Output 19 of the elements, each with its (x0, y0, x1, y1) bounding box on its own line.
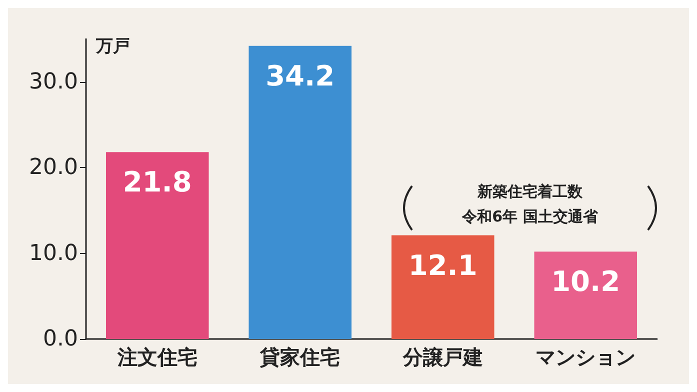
x-tick-label: マンション (536, 345, 636, 369)
x-tick-label: 分譲戸建 (402, 345, 483, 369)
x-tick-label: 貸家住宅 (259, 345, 340, 369)
bar (248, 46, 352, 339)
data-label: 10.2 (551, 265, 620, 298)
annotation: 新築住宅着工数 (476, 182, 584, 200)
y-tick-label: 30.0 (29, 69, 78, 94)
y-axis-title: 万戸 (95, 36, 130, 56)
y-tick-label: 0.0 (43, 326, 78, 352)
annotation: 令和6年 国土交通省 (461, 208, 599, 226)
data-label: 34.2 (266, 59, 335, 92)
bar (106, 152, 209, 339)
x-tick-label: 注文住宅 (116, 345, 198, 369)
data-label: 21.8 (122, 166, 192, 199)
y-tick-label: 10.0 (29, 240, 78, 266)
bar (534, 252, 638, 339)
y-tick-label: 20.0 (29, 155, 78, 180)
data-label: 12.1 (408, 248, 478, 282)
bar (391, 235, 494, 339)
